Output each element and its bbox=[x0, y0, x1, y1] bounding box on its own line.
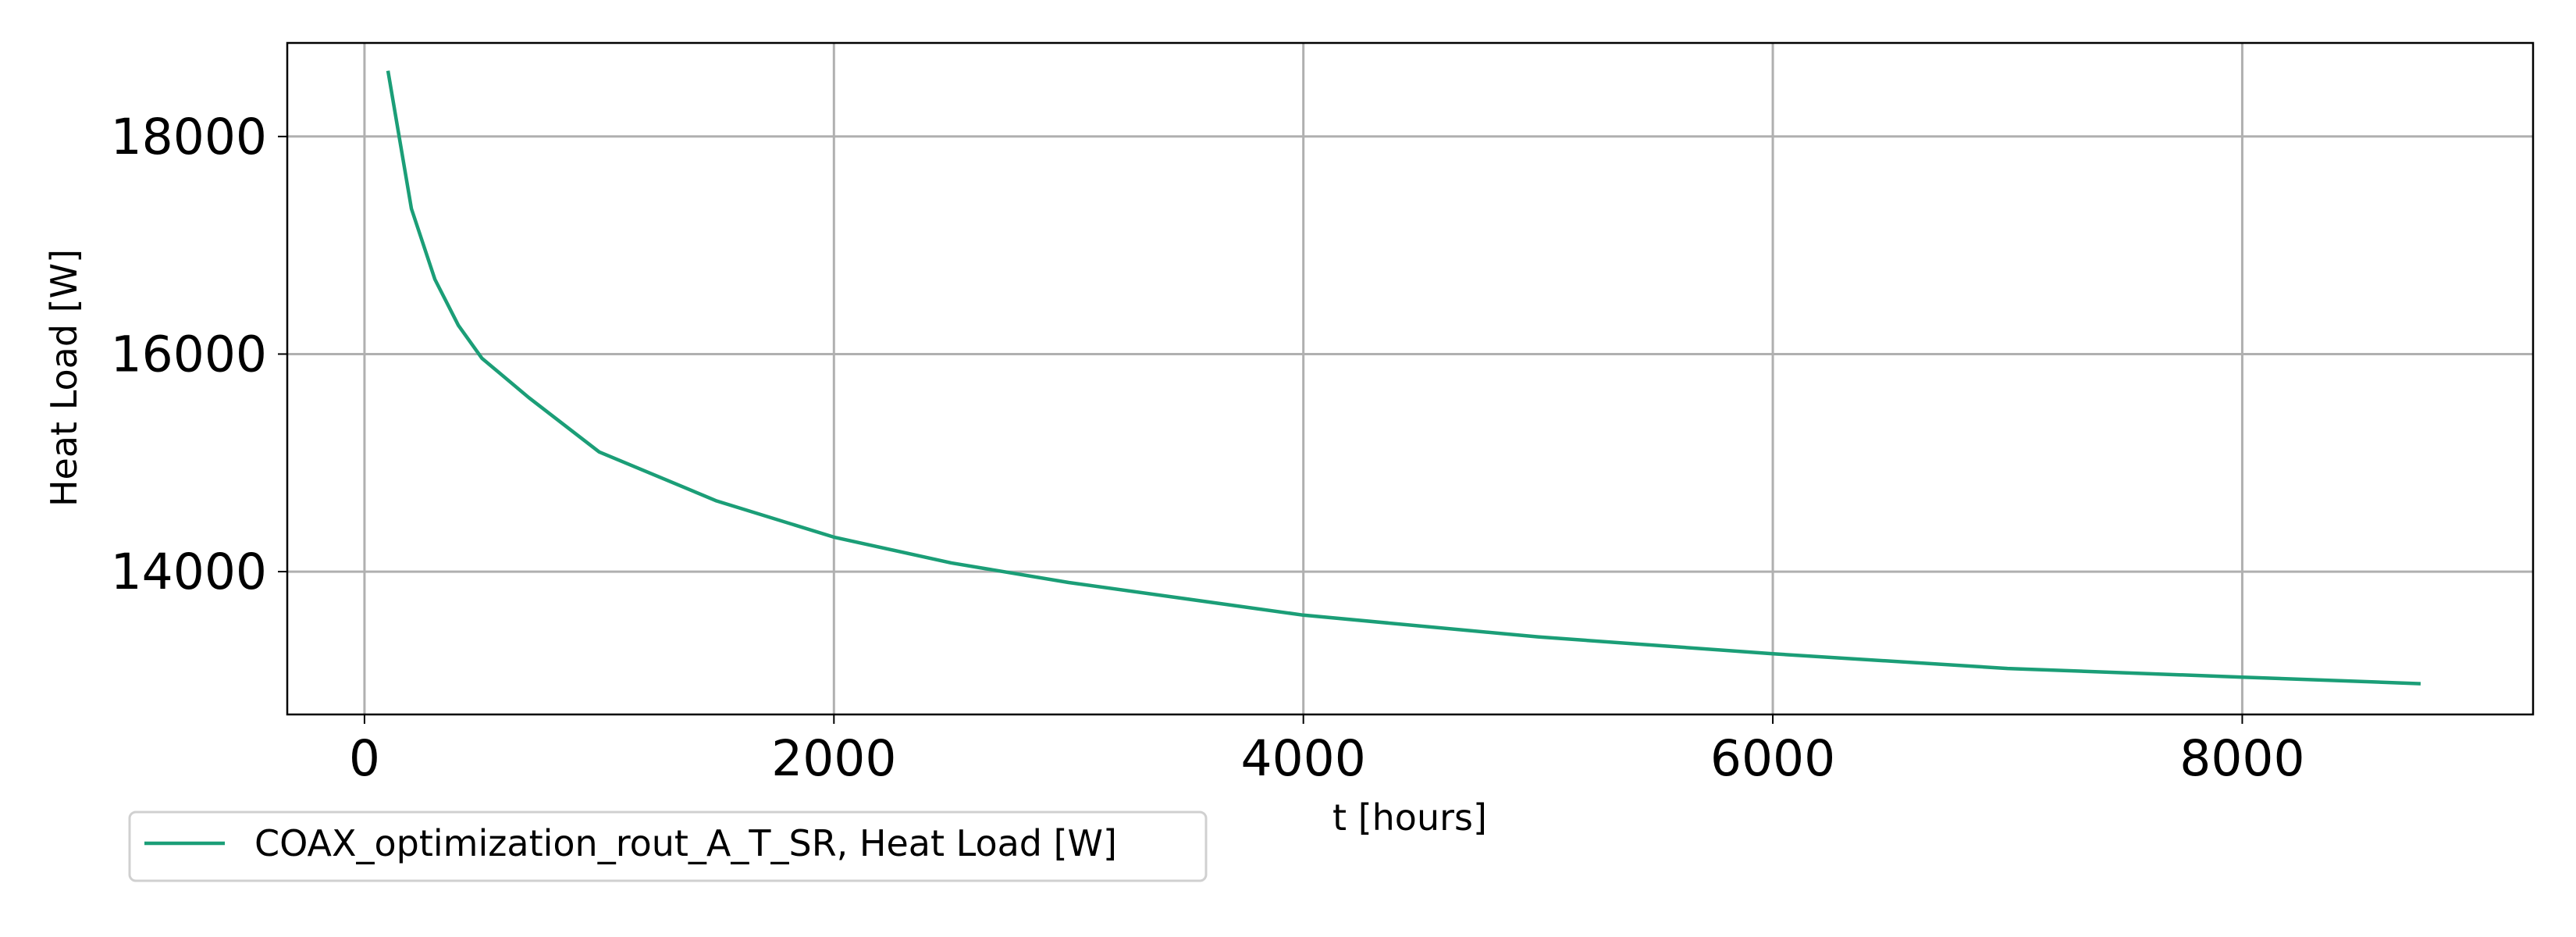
legend: COAX_optimization_rout_A_T_SR, Heat Load… bbox=[128, 811, 1208, 882]
y-tick-label: 14000 bbox=[111, 543, 267, 600]
x-axis-label: t [hours] bbox=[1332, 796, 1487, 839]
legend-frame bbox=[128, 811, 1208, 882]
x-tick-label: 4000 bbox=[1241, 730, 1366, 787]
x-tick-label: 2000 bbox=[771, 730, 896, 787]
x-tick-label: 0 bbox=[349, 730, 380, 787]
x-tick-label: 6000 bbox=[1710, 730, 1835, 787]
plot-frame bbox=[286, 41, 2535, 716]
legend-label: COAX_optimization_rout_A_T_SR, Heat Load… bbox=[254, 822, 1117, 864]
y-tick-label: 18000 bbox=[111, 109, 267, 166]
y-axis-label: Heat Load [W] bbox=[43, 249, 85, 507]
data-line bbox=[386, 70, 2421, 686]
x-tick-label: 8000 bbox=[2179, 730, 2304, 787]
y-tick-label: 16000 bbox=[111, 326, 267, 383]
